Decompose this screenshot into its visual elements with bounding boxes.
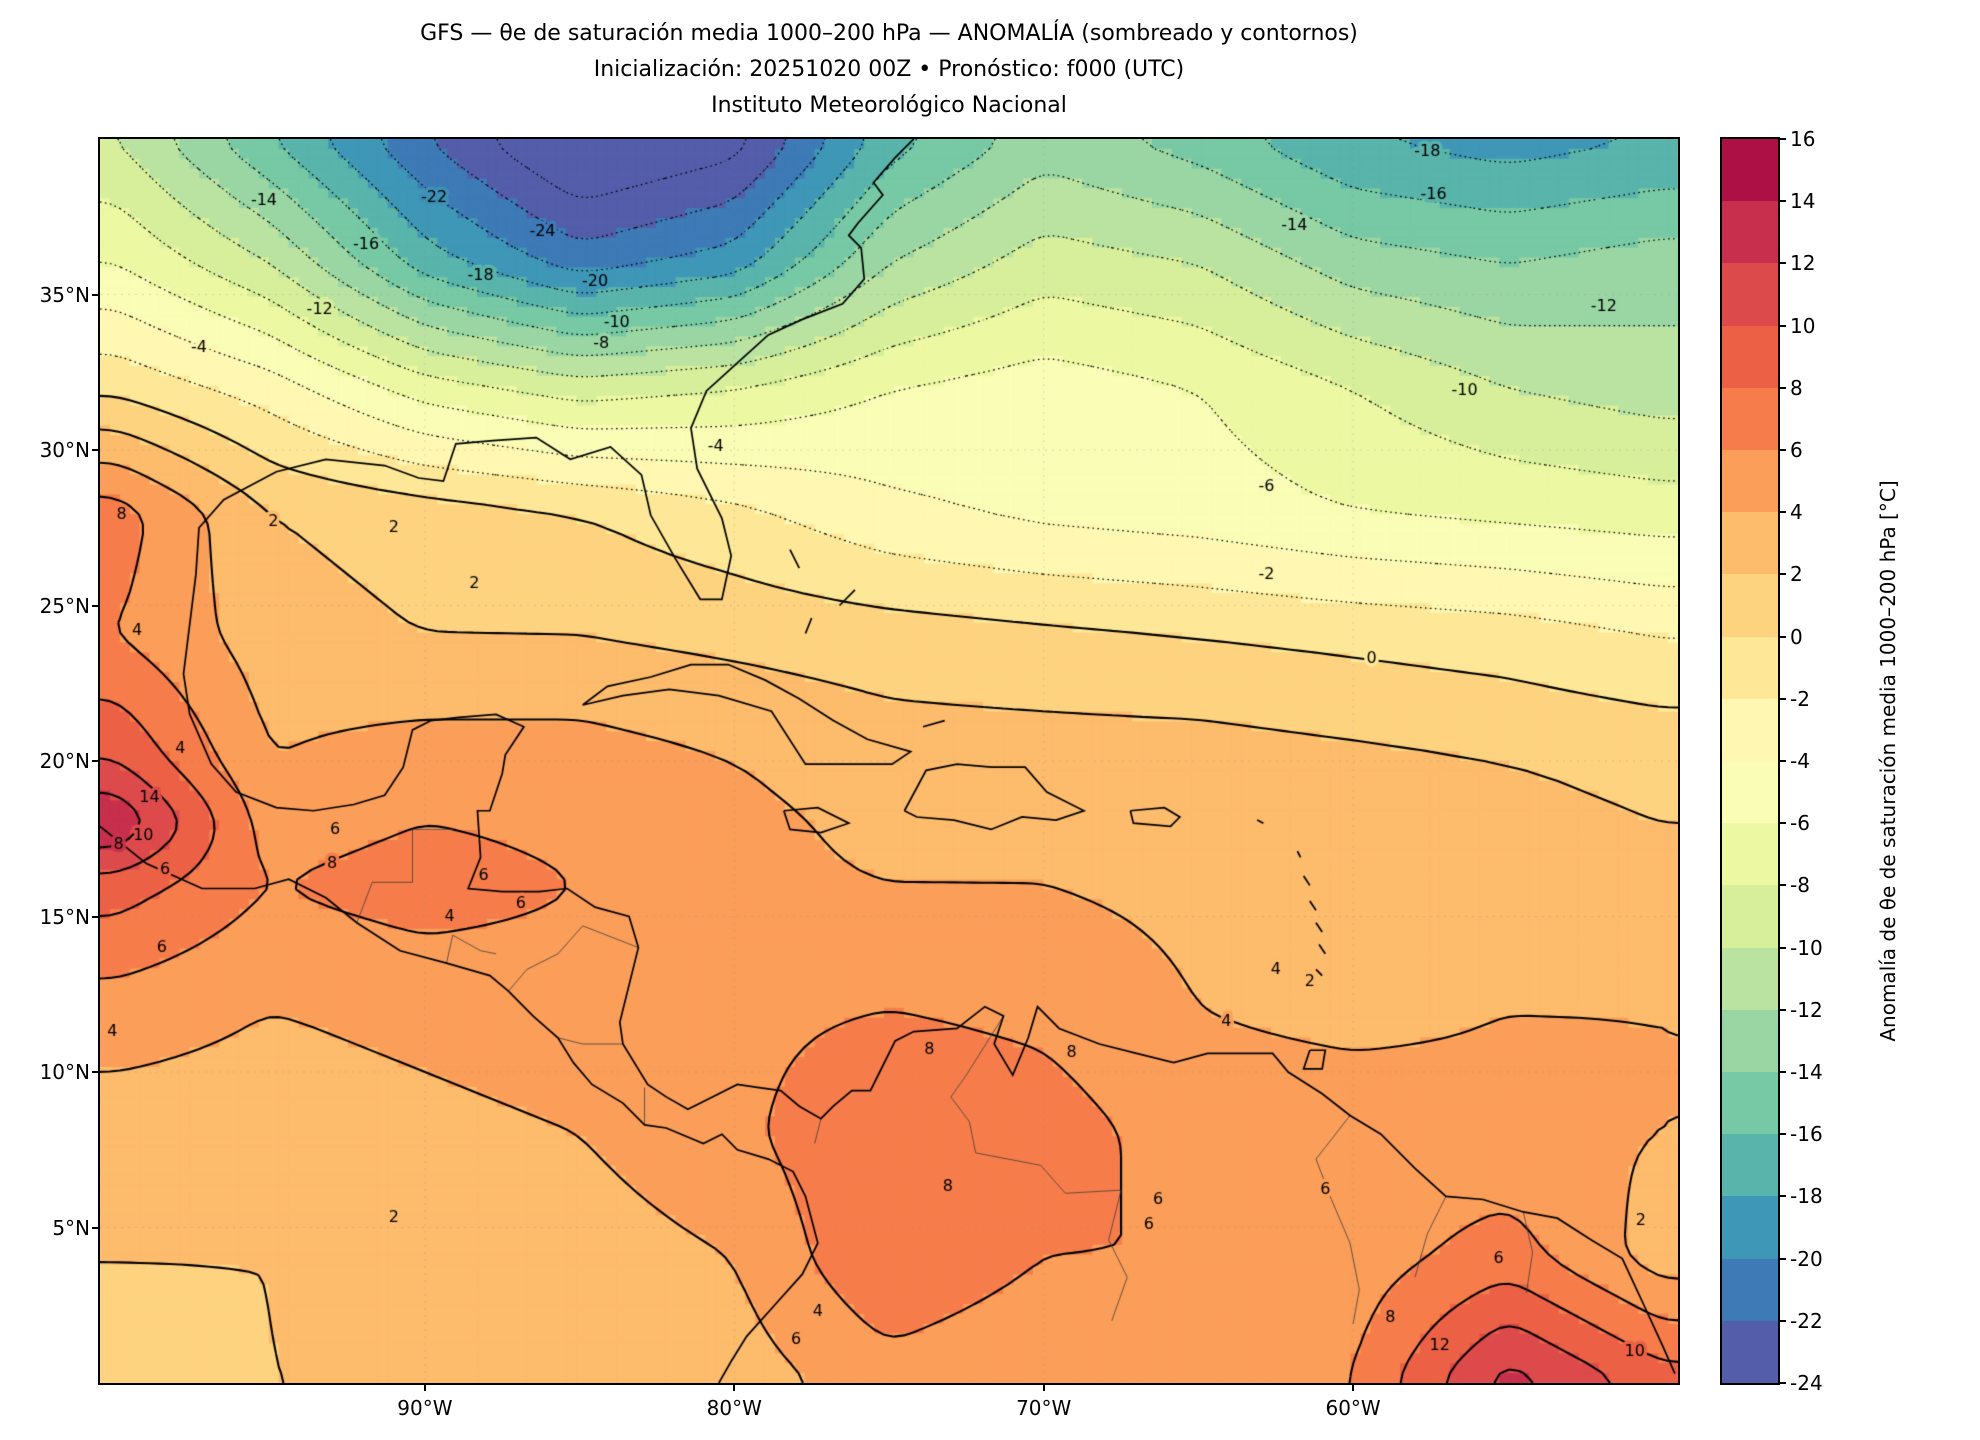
colorbar-tick-label: 8 [1790, 375, 1803, 400]
colorbar-tickmark [1779, 1133, 1786, 1136]
y-axis-tickmark [92, 1226, 100, 1229]
x-axis-tick-label: 60°W [1325, 1396, 1381, 1420]
colorbar-tick-label: -22 [1790, 1308, 1823, 1333]
y-axis-tick-label: 15°N [39, 904, 90, 929]
y-axis-tick-label: 20°N [39, 749, 90, 773]
y-axis-tickmark [92, 915, 100, 918]
x-axis-tickmark [1042, 1383, 1045, 1391]
colorbar-tickmark [1779, 1195, 1786, 1198]
colorbar-segment [1722, 1134, 1778, 1197]
colorbar-tick-label: -10 [1790, 935, 1823, 960]
colorbar-segment [1722, 201, 1778, 264]
figure-header: GFS — θe de saturación media 1000–200 hP… [100, 16, 1678, 124]
colorbar-tick-label: -2 [1790, 686, 1810, 711]
colorbar-tickmark [1779, 1319, 1786, 1322]
colorbar-segment [1722, 698, 1778, 762]
chart-subtitle: Inicialización: 20251020 00Z • Pronóstic… [593, 57, 1185, 82]
chart-institution: Instituto Meteorológico Nacional [711, 93, 1067, 118]
colorbar-segment [1722, 1320, 1778, 1384]
colorbar-segment [1722, 1258, 1778, 1321]
colorbar-segment [1722, 263, 1778, 326]
y-axis-tickmark [92, 604, 100, 607]
colorbar-tick-label: -14 [1790, 1060, 1823, 1084]
colorbar-tick-label: 10 [1790, 313, 1816, 338]
colorbar-tick-label: -6 [1790, 811, 1810, 836]
colorbar-tickmark [1779, 1008, 1786, 1011]
colorbar-segment [1722, 761, 1778, 824]
colorbar-tick-label: -18 [1790, 1184, 1823, 1209]
colorbar-segment [1722, 450, 1778, 513]
y-axis-tick-label: 35°N [39, 282, 90, 307]
colorbar-tick-label: -4 [1790, 749, 1810, 773]
colorbar-tick-label: 12 [1790, 251, 1816, 276]
colorbar-segment [1722, 1072, 1778, 1135]
colorbar-segment [1722, 1196, 1778, 1259]
colorbar-tickmark [1779, 1257, 1786, 1260]
colorbar-segment [1722, 947, 1778, 1010]
colorbar-segment [1722, 325, 1778, 388]
colorbar-tick-label: 0 [1790, 624, 1803, 649]
colorbar-tickmark [1779, 760, 1786, 762]
x-axis-tickmark [423, 1383, 426, 1391]
colorbar-tickmark [1779, 1071, 1786, 1073]
colorbar-tickmark [1779, 386, 1786, 389]
chart-title: GFS — θe de saturación media 1000–200 hP… [420, 21, 1358, 46]
y-axis-tick-label: 10°N [39, 1060, 90, 1084]
x-axis-tick-label: 90°W [397, 1396, 453, 1420]
colorbar [1720, 137, 1780, 1385]
colorbar-tickmark [1779, 324, 1786, 327]
colorbar-label: Anomalía de θe de saturación media 1000–… [1876, 480, 1900, 1042]
colorbar-segment [1722, 823, 1778, 886]
colorbar-tickmark [1779, 822, 1786, 825]
colorbar-segment [1722, 574, 1778, 637]
colorbar-segment [1722, 512, 1778, 575]
colorbar-tick-label: 4 [1790, 500, 1803, 525]
colorbar-tick-label: 2 [1790, 562, 1803, 587]
colorbar-segment [1722, 636, 1778, 699]
y-axis-tickmark [92, 760, 100, 762]
colorbar-tick-label: -24 [1790, 1371, 1823, 1395]
colorbar-tickmark [1779, 697, 1786, 700]
colorbar-tickmark [1779, 946, 1786, 949]
colorbar-tickmark [1779, 449, 1786, 451]
colorbar-tick-label: -16 [1790, 1122, 1823, 1147]
colorbar-tickmark [1779, 573, 1786, 576]
x-axis-tickmark [1352, 1383, 1355, 1391]
colorbar-tick-label: -8 [1790, 873, 1810, 898]
colorbar-tickmark [1779, 262, 1786, 265]
y-axis-tickmark [92, 449, 100, 451]
colorbar-tickmark [1779, 884, 1786, 887]
y-axis-tickmark [92, 1071, 100, 1073]
colorbar-tickmark [1779, 635, 1786, 638]
y-axis-tick-label: 5°N [52, 1215, 90, 1240]
colorbar-tick-label: 14 [1790, 189, 1816, 214]
colorbar-segment [1722, 387, 1778, 451]
colorbar-tickmark [1779, 138, 1786, 140]
x-axis-tick-label: 70°W [1016, 1396, 1072, 1420]
colorbar-tick-label: -20 [1790, 1246, 1823, 1271]
map-plot-area [98, 137, 1680, 1385]
colorbar-tick-label: 16 [1790, 127, 1816, 151]
y-axis-tick-label: 30°N [39, 438, 90, 462]
colorbar-tick-label: -12 [1790, 997, 1823, 1022]
anomaly-map-canvas [100, 139, 1678, 1383]
colorbar-segment [1722, 139, 1778, 202]
y-axis-tickmark [92, 293, 100, 296]
colorbar-tickmark [1779, 1382, 1786, 1384]
colorbar-tickmark [1779, 200, 1786, 203]
colorbar-tick-label: 6 [1790, 438, 1803, 462]
colorbar-segment [1722, 885, 1778, 948]
colorbar-tickmark [1779, 511, 1786, 514]
x-axis-tick-label: 80°W [706, 1396, 762, 1420]
colorbar-segment [1722, 1009, 1778, 1073]
x-axis-tickmark [733, 1383, 736, 1391]
y-axis-tick-label: 25°N [39, 593, 90, 618]
